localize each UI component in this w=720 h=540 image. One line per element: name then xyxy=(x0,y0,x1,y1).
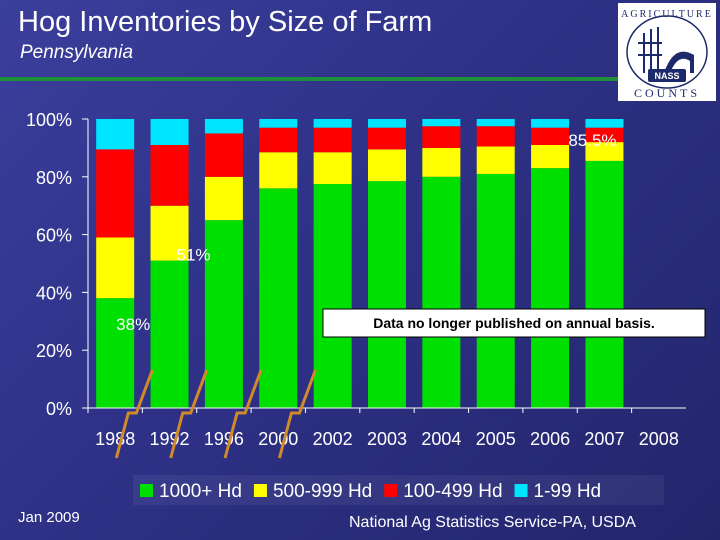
bar-segment xyxy=(531,127,570,146)
legend-swatch xyxy=(384,484,398,497)
stacked-bar-chart: 0% 20% 40% 60% 80% 100% 1988 1992 1996 2000 2002 2… xyxy=(26,110,706,505)
data-label: 38% xyxy=(116,315,150,334)
bar-segment xyxy=(313,119,352,128)
bar-segment xyxy=(585,127,624,143)
bar-segment xyxy=(204,119,243,134)
bar-segment xyxy=(476,146,515,174)
bar-segment xyxy=(422,126,461,148)
legend: 1000+ Hd 500-999 Hd 100-499 Hd 1-99 Hd xyxy=(133,475,664,505)
data-label: 51% xyxy=(177,246,211,265)
bar-segment xyxy=(150,119,189,146)
bar-segment xyxy=(96,298,135,408)
bar-segment xyxy=(313,184,352,408)
axis-break-mark xyxy=(169,369,209,459)
bar-segment xyxy=(531,168,570,408)
x-tick-label: 2000 xyxy=(258,429,298,449)
footer-source: National Ag Statistics Service-PA, USDA xyxy=(349,514,636,531)
legend-label: 100-499 Hd xyxy=(403,481,502,502)
y-tick-label: 60% xyxy=(36,226,72,246)
x-tick-label: 1988 xyxy=(95,429,135,449)
note-box-background xyxy=(322,308,706,338)
axis-break-mark xyxy=(223,369,263,459)
bar-segment xyxy=(531,119,570,128)
bar-segment xyxy=(204,133,243,177)
bar-segment xyxy=(476,173,515,408)
x-tick-label: 2003 xyxy=(367,429,407,449)
bar-segment xyxy=(476,126,515,147)
bar-segment xyxy=(368,127,406,150)
y-axis: 0% 20% 40% 60% 80% 100% xyxy=(26,110,89,419)
bar-segment xyxy=(259,188,298,408)
legend-background xyxy=(133,475,664,505)
bar-segment xyxy=(531,145,570,169)
x-tick-label: 1996 xyxy=(204,429,244,449)
x-axis: 1988 1992 1996 2000 2002 2003 2004 2005 2006 2007… xyxy=(87,369,686,459)
bar-segment xyxy=(313,152,352,185)
bar-segment xyxy=(96,237,135,299)
header-divider xyxy=(0,77,618,81)
bar-segment xyxy=(259,119,298,128)
y-tick-label: 80% xyxy=(36,168,72,188)
bar-segment xyxy=(585,160,624,408)
x-tick-label: 2008 xyxy=(639,429,679,449)
bar-segment xyxy=(313,127,352,153)
bar-segment xyxy=(259,152,298,189)
legend-swatch xyxy=(140,484,153,497)
bar-segment xyxy=(422,119,461,127)
bar-segment xyxy=(422,176,461,408)
y-tick-label: 20% xyxy=(36,341,72,361)
bar-segment xyxy=(585,119,624,128)
logo-bottom-text: COUNTS xyxy=(634,86,700,100)
x-tick-label: 2002 xyxy=(313,429,353,449)
logo-badge: NASS xyxy=(654,71,679,81)
logo-top-text: AGRICULTURE xyxy=(621,9,713,20)
note-text: Data no longer published on annual basis… xyxy=(373,315,655,331)
x-tick-label: 1992 xyxy=(150,429,190,449)
bar-segment xyxy=(150,205,189,261)
data-label: 85.5% xyxy=(568,131,616,150)
legend-swatch xyxy=(514,484,528,497)
note-box: Data no longer published on annual basis… xyxy=(322,308,706,338)
legend-swatch xyxy=(253,484,267,497)
bar-segment xyxy=(259,127,298,153)
axis-break-mark xyxy=(114,369,154,459)
bars xyxy=(96,119,624,408)
bar-segment xyxy=(96,149,135,238)
x-tick-label: 2006 xyxy=(530,429,570,449)
legend-label: 1-99 Hd xyxy=(534,481,602,502)
x-tick-label: 2005 xyxy=(476,429,516,449)
bar-segment xyxy=(368,149,406,182)
bar-segment xyxy=(150,145,189,206)
bar-segment xyxy=(204,176,243,221)
bar-segment xyxy=(422,147,461,177)
footer-date: Jan 2009 xyxy=(18,509,80,526)
bar-segment xyxy=(150,260,189,408)
legend-label: 500-999 Hd xyxy=(273,481,372,502)
x-tick-label: 2007 xyxy=(584,429,624,449)
legend-label: 1000+ Hd xyxy=(159,481,242,502)
y-tick-label: 100% xyxy=(26,110,72,130)
bar-segment xyxy=(204,220,243,408)
agriculture-counts-nass-logo-icon: NASS AGRICULTURE COUNTS xyxy=(618,3,716,101)
y-tick-label: 40% xyxy=(36,283,72,303)
bar-segment xyxy=(585,142,624,161)
axis-break-mark xyxy=(278,369,317,459)
annotations: 38% 51% 85.5% xyxy=(116,131,616,334)
x-tick-label: 2004 xyxy=(421,429,461,449)
page-subtitle: Pennsylvania xyxy=(20,42,134,63)
bar-segment xyxy=(476,119,515,127)
bar-segment xyxy=(96,119,135,150)
page-title: Hog Inventories by Size of Farm xyxy=(18,6,433,38)
bar-segment xyxy=(368,119,406,128)
bar-segment xyxy=(368,181,406,408)
y-tick-label: 0% xyxy=(46,399,72,419)
